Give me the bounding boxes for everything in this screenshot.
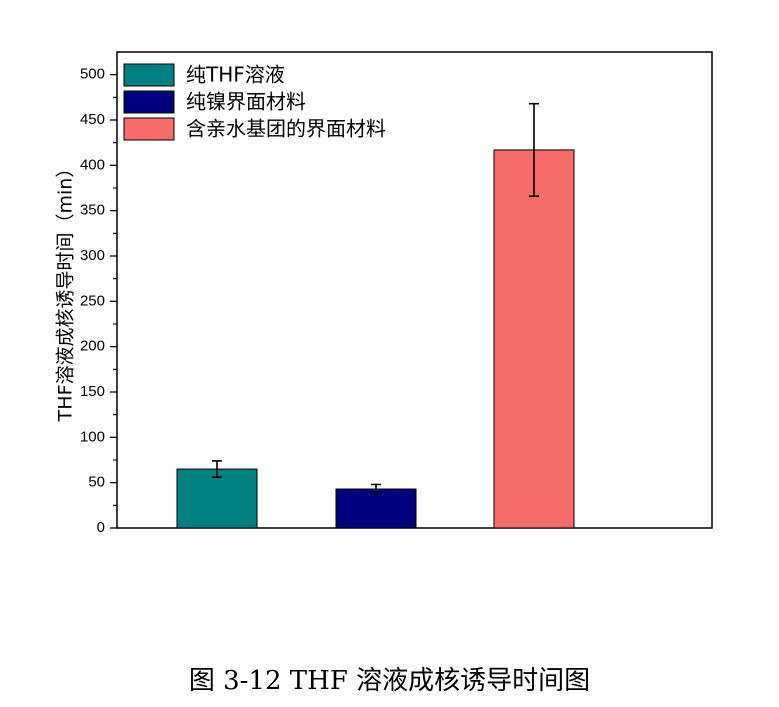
legend-label: 纯镍界面材料 bbox=[186, 90, 306, 114]
y-tick-label: 500 bbox=[80, 66, 105, 83]
y-tick-label: 300 bbox=[80, 247, 105, 264]
legend-swatch bbox=[123, 117, 175, 141]
y-tick-label: 150 bbox=[80, 383, 105, 400]
y-tick-label: 350 bbox=[80, 202, 105, 219]
bar bbox=[493, 149, 575, 529]
y-tick-label: 400 bbox=[80, 156, 105, 173]
figure-caption: 图 3-12 THF 溶液成核诱导时间图 bbox=[188, 666, 591, 696]
y-tick-label: 250 bbox=[80, 292, 105, 309]
legend-swatch bbox=[123, 90, 175, 114]
y-tick-label: 50 bbox=[88, 474, 105, 491]
legend-swatch bbox=[123, 63, 175, 87]
bar-chart: 0 50 100 150 200 250 300 350 400 450 500 纯THF溶液纯镍界… bbox=[55, 51, 713, 536]
y-tick-label: 200 bbox=[80, 338, 105, 355]
bars bbox=[176, 149, 575, 529]
legend-label: 含亲水基团的界面材料 bbox=[186, 117, 386, 141]
y-tick-label: 450 bbox=[80, 111, 105, 128]
y-axis: 0 50 100 150 200 250 300 350 400 450 500 bbox=[80, 66, 117, 536]
y-tick-label: 0 bbox=[97, 519, 105, 536]
legend-label: 纯THF溶液 bbox=[186, 63, 285, 87]
y-tick-label: 100 bbox=[80, 428, 105, 445]
error-bars bbox=[212, 102, 539, 495]
bar bbox=[335, 488, 417, 529]
y-axis-label: THF溶液成核诱导时间（min） bbox=[55, 159, 77, 423]
